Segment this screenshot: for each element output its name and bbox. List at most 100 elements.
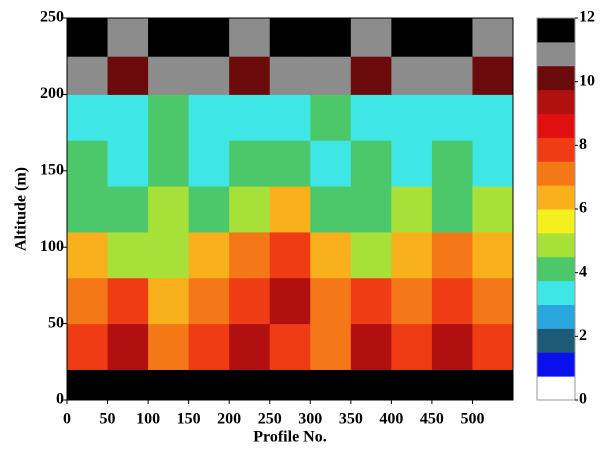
colorbar-swatch bbox=[537, 209, 575, 234]
heatmap-cell bbox=[350, 56, 392, 95]
heatmap-cell bbox=[310, 18, 352, 57]
heatmap-cell bbox=[229, 369, 271, 401]
x-tick-label: 300 bbox=[298, 411, 322, 428]
heatmap-cell bbox=[350, 231, 392, 279]
heatmap-cell bbox=[229, 231, 271, 279]
heatmap-cell bbox=[148, 18, 190, 57]
heatmap-cell bbox=[148, 94, 190, 141]
x-tick-label: 100 bbox=[136, 411, 160, 428]
heatmap-cell bbox=[472, 323, 514, 370]
heatmap-cell bbox=[229, 323, 271, 370]
heatmap-cell bbox=[148, 140, 190, 187]
colorbar-swatch bbox=[537, 376, 575, 401]
heatmap-cell bbox=[188, 277, 230, 325]
heatmap-cell bbox=[350, 369, 392, 401]
heatmap-cell bbox=[472, 140, 514, 187]
heatmap-cell bbox=[431, 56, 473, 95]
heatmap-cell bbox=[269, 94, 311, 141]
heatmap-cell bbox=[310, 323, 352, 370]
heatmap-cell bbox=[350, 277, 392, 325]
heatmap-cell bbox=[391, 369, 433, 401]
heatmap-cell bbox=[67, 277, 109, 325]
heatmap-cell bbox=[188, 323, 230, 370]
colorbar-tick-label: 6 bbox=[579, 200, 587, 217]
heatmap-cell bbox=[148, 277, 190, 325]
colorbar-tick-label: 8 bbox=[579, 136, 587, 153]
heatmap-cell bbox=[107, 94, 149, 141]
x-axis-label: Profile No. bbox=[253, 429, 326, 446]
colorbar-tick-label: 4 bbox=[579, 263, 587, 280]
heatmap-cell bbox=[67, 56, 109, 95]
colorbar-swatch bbox=[537, 161, 575, 186]
heatmap-cell bbox=[107, 18, 149, 57]
heatmap-cell bbox=[472, 231, 514, 279]
heatmap-cell bbox=[148, 323, 190, 370]
heatmap-cell bbox=[229, 56, 271, 95]
x-tick-label: 250 bbox=[258, 411, 282, 428]
heatmap-cell bbox=[67, 94, 109, 141]
heatmap-cell bbox=[269, 323, 311, 370]
heatmap-cell bbox=[350, 186, 392, 233]
heatmap-cell bbox=[391, 140, 433, 187]
colorbar-swatch bbox=[537, 280, 575, 305]
heatmap-cell bbox=[107, 186, 149, 233]
colorbar-swatch bbox=[537, 41, 575, 67]
heatmap-cell bbox=[229, 94, 271, 141]
heatmap-cell bbox=[350, 94, 392, 141]
heatmap-cell bbox=[188, 231, 230, 279]
colorbar-swatch bbox=[537, 113, 575, 138]
heatmap-cell bbox=[188, 94, 230, 141]
heatmap-cell bbox=[431, 277, 473, 325]
heatmap-cell bbox=[107, 277, 149, 325]
heatmap-cell bbox=[67, 231, 109, 279]
y-tick-label: 150 bbox=[40, 161, 64, 178]
colorbar-swatch bbox=[537, 352, 575, 377]
heatmap-cell bbox=[107, 323, 149, 370]
colorbar-swatch bbox=[537, 304, 575, 329]
heatmap-cell bbox=[269, 277, 311, 325]
heatmap-cell bbox=[350, 18, 392, 57]
heatmap-cell bbox=[67, 140, 109, 187]
heatmap-cell bbox=[391, 323, 433, 370]
heatmap-cell bbox=[67, 323, 109, 370]
heatmap-cell bbox=[269, 231, 311, 279]
heatmap-cell bbox=[148, 56, 190, 95]
heatmap-cell bbox=[472, 277, 514, 325]
colorbar-swatch bbox=[537, 185, 575, 210]
heatmap-cell bbox=[472, 369, 514, 401]
heatmap-cell bbox=[148, 231, 190, 279]
colorbar-swatch bbox=[537, 328, 575, 353]
y-tick-label: 250 bbox=[40, 9, 64, 26]
heatmap-cell bbox=[310, 369, 352, 401]
heatmap-cell bbox=[310, 186, 352, 233]
heatmap-cell bbox=[391, 277, 433, 325]
heatmap-cell bbox=[431, 94, 473, 141]
y-tick-label: 100 bbox=[40, 238, 64, 255]
colorbar-swatch bbox=[537, 65, 575, 91]
heatmap-cell bbox=[310, 56, 352, 95]
heatmap-cell bbox=[188, 186, 230, 233]
heatmap-cell bbox=[229, 277, 271, 325]
heatmap-cell bbox=[107, 369, 149, 401]
y-axis-label: Altitude (m) bbox=[13, 167, 30, 251]
heatmap-cell bbox=[107, 140, 149, 187]
heatmap-cell bbox=[229, 140, 271, 187]
colorbar-swatch bbox=[537, 89, 575, 114]
heatmap-cell bbox=[472, 18, 514, 57]
heatmap-cell bbox=[229, 186, 271, 233]
x-tick-label: 200 bbox=[217, 411, 241, 428]
x-tick-label: 350 bbox=[339, 411, 363, 428]
heatmap-cell bbox=[472, 94, 514, 141]
x-tick-label: 500 bbox=[460, 411, 484, 428]
heatmap-cell bbox=[269, 140, 311, 187]
heatmap-cell bbox=[391, 56, 433, 95]
heatmap-cell bbox=[431, 18, 473, 57]
heatmap-cell bbox=[431, 140, 473, 187]
heatmap-cell bbox=[229, 18, 271, 57]
colorbar-swatch bbox=[537, 18, 575, 43]
colorbar-tick-label: 10 bbox=[579, 72, 595, 89]
y-tick-label: 200 bbox=[40, 85, 64, 102]
heatmap-cell bbox=[188, 18, 230, 57]
heatmap-cell bbox=[188, 56, 230, 95]
